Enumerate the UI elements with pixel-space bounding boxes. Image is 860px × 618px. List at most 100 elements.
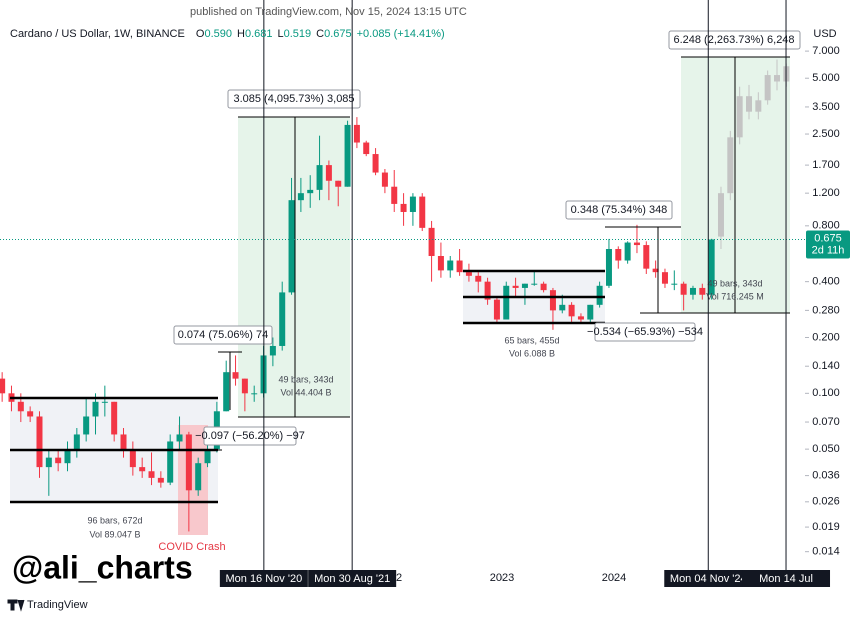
candle-body [157,477,164,483]
y-tick-label: 3.500 [812,101,840,113]
candle-body [437,256,444,271]
candle-body [484,281,491,300]
covid-label: COVID Crash [158,541,225,553]
candle-body [615,248,622,261]
candle-body [643,245,650,269]
x-tick-label: 2023 [490,572,514,584]
countdown: 2d 11h [812,244,845,256]
candle-body [456,260,463,273]
bars-stat: 49 bars, 343d [278,374,333,384]
ohlc-key: L [277,28,283,40]
bars-stat: 96 bars, 672d [87,515,142,525]
candle-body [577,316,584,320]
y-tick-label: 0.026 [812,496,840,508]
y-tick-label: 0.036 [812,470,840,482]
candle-body [633,242,640,246]
candle-body [83,416,90,435]
candle-body [307,189,314,194]
measure-label: 0.074 (75.06%) 74 [178,329,269,341]
y-tick-label: 0.800 [812,220,840,232]
candle-body [363,142,370,155]
candle-body [325,165,332,181]
change: +0.085 (+14.41%) [357,28,445,40]
y-tick-label: 5.000 [812,72,840,84]
y-tick-label: 0.280 [812,304,840,316]
candle-body [251,393,258,395]
last-price-box [806,230,850,259]
currency: USD [813,28,836,40]
candle-body [708,239,715,295]
candle-body [120,434,127,450]
ohlc-value: 0.681 [245,28,273,40]
candle-body [624,242,631,261]
candle-body [596,285,603,305]
measure-box [594,322,696,342]
y-tick-label: 0.050 [812,443,840,455]
candle-body [269,345,276,356]
date-marker-box [219,570,308,587]
candle-body [381,172,388,187]
measure-box [227,89,361,109]
candle-body [699,287,706,295]
candle-body [773,75,780,82]
candle-body [101,401,108,403]
candle-body [148,471,155,478]
candle-body [689,287,696,295]
candle-body [745,96,752,112]
candle-body [195,463,202,491]
candle-body [680,283,687,295]
candle-body [241,378,248,394]
y-tick-label: 0.100 [812,387,840,399]
candle-body [419,196,426,228]
candle-body [111,401,118,435]
y-tick-label: 7.000 [812,45,840,57]
candle-body [652,268,659,273]
date-marker-label: Mon 04 Nov '24 [670,573,747,585]
candle-body [223,372,230,412]
candle-body [605,248,612,286]
candle-body [288,200,295,293]
ohlc-key: H [237,28,245,40]
y-tick-label: 0.019 [812,521,840,533]
y-tick-label: 0.200 [812,331,840,343]
y-tick-label: 0.070 [812,416,840,428]
ohlc-value: 0.519 [284,28,312,40]
candle-body [512,285,519,288]
date-marker-label: Mon 14 Jul [759,573,813,585]
candle-body [521,283,528,288]
drawings [10,57,790,535]
y-tick-label: 0.400 [812,276,840,288]
candle-body [92,401,99,417]
volume-stat: Vol 716.245 M [706,291,764,301]
symbol: Cardano / US Dollar, 1W, BINANCE [10,28,185,40]
brand-logo [7,599,25,612]
candle-body [465,272,472,276]
candle-body [204,449,211,464]
candle-body [36,416,43,468]
candle-body [27,411,34,417]
candle-body [279,292,286,346]
candle-body [409,196,416,212]
candle-body [717,193,724,237]
y-tick-label: 1.700 [812,159,840,171]
candle-body [736,96,743,138]
date-marker-label: Mon 30 Aug '21 [314,573,390,585]
candle-body [17,401,24,412]
ohlc-value: 0.675 [324,28,352,40]
candle-body [73,434,80,450]
candle-body [335,180,342,187]
last-price-label: 0.675 [814,232,842,244]
candle-body [549,290,556,311]
y-tick-label: 2.500 [812,128,840,140]
measure-label: 3.085 (4,095.73%) 3,085 [233,93,354,105]
candle-body [64,449,71,464]
candle-body [232,372,239,379]
covid-box [178,425,208,535]
volume-stat: Vol 89.047 B [89,529,140,539]
candle-body [139,467,146,472]
measure-label: 6.248 (2,263.73%) 6,248 [673,34,794,46]
measure-box [203,426,297,446]
ohlc-key: O [196,28,205,40]
candle-body [568,304,575,317]
